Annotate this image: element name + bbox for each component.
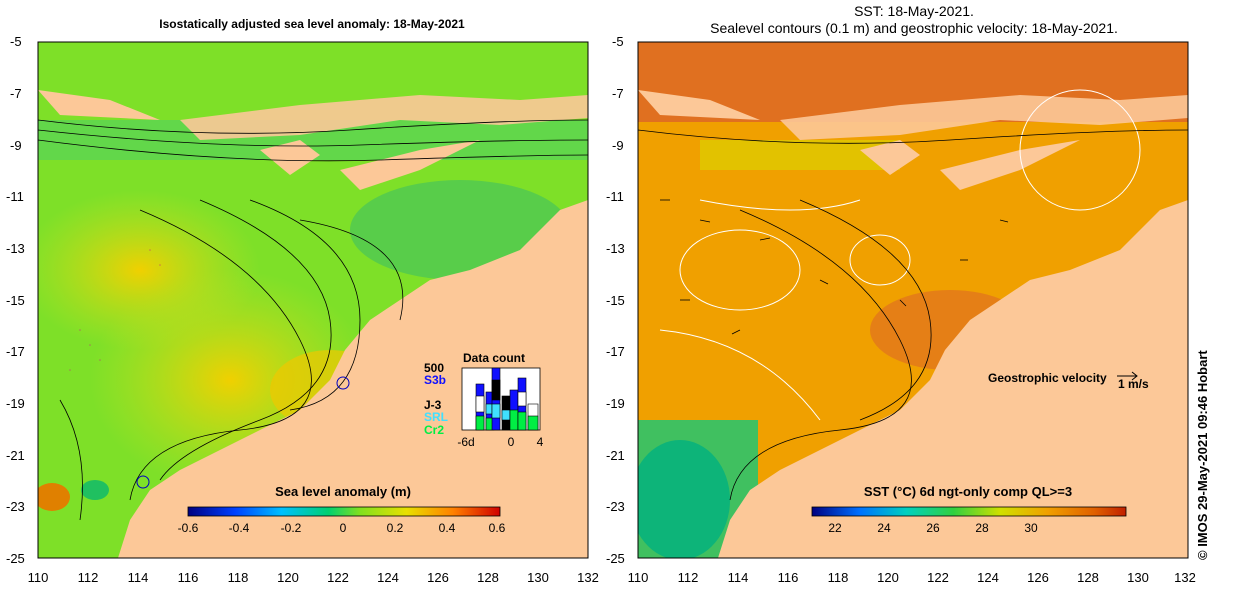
velocity-legend-scale: 1 m/s bbox=[1118, 377, 1149, 391]
sst-tick: 30 bbox=[1024, 521, 1038, 535]
y-tick-label: -15 bbox=[6, 293, 25, 308]
x-tick-label: 116 bbox=[778, 570, 799, 585]
left-y-axis: -5 -7 -9 -11 -13 -15 -17 -19 -21 -23 -25 bbox=[6, 34, 25, 566]
x-tick-label: 128 bbox=[477, 570, 499, 585]
x-tick-label: 120 bbox=[277, 570, 299, 585]
data-count-max: 500 bbox=[424, 361, 444, 375]
data-count-xtick: 4 bbox=[537, 435, 544, 449]
x-tick-label: 122 bbox=[927, 570, 949, 585]
y-tick-label: -21 bbox=[6, 448, 25, 463]
x-tick-label: 132 bbox=[577, 570, 599, 585]
y-tick-label: -17 bbox=[6, 344, 25, 359]
y-tick-label: -5 bbox=[10, 34, 22, 49]
y-tick-label: -25 bbox=[606, 551, 625, 566]
sla-tick: 0.4 bbox=[439, 521, 456, 535]
y-tick-label: -13 bbox=[6, 241, 25, 256]
sla-tick: 0.6 bbox=[489, 521, 506, 535]
x-tick-label: 126 bbox=[427, 570, 449, 585]
y-tick-label: -19 bbox=[6, 396, 25, 411]
y-tick-label: -19 bbox=[606, 396, 625, 411]
x-tick-label: 130 bbox=[1127, 570, 1149, 585]
x-tick-label: 128 bbox=[1077, 570, 1099, 585]
x-tick-label: 114 bbox=[728, 570, 749, 585]
sst-colorbar-title: SST (°C) 6d ngt-only comp QL>=3 bbox=[864, 484, 1072, 499]
sla-tick: -0.2 bbox=[281, 521, 302, 535]
data-count-inset: Data count 500 S3b J-3 SRL Cr2 bbox=[424, 351, 544, 449]
x-tick-label: 130 bbox=[527, 570, 549, 585]
x-tick-label: 120 bbox=[877, 570, 899, 585]
sla-tick: -0.6 bbox=[178, 521, 199, 535]
x-tick-label: 112 bbox=[78, 570, 99, 585]
y-tick-label: -23 bbox=[6, 499, 25, 514]
left-panel-title: Isostatically adjusted sea level anomaly… bbox=[159, 17, 465, 31]
y-tick-label: -21 bbox=[606, 448, 625, 463]
y-tick-label: -15 bbox=[606, 293, 625, 308]
y-tick-label: -23 bbox=[606, 499, 625, 514]
y-tick-label: -11 bbox=[606, 189, 624, 204]
x-tick-label: 132 bbox=[1174, 570, 1196, 585]
velocity-arrow-icon bbox=[1117, 371, 1138, 381]
sla-tick: 0 bbox=[340, 521, 347, 535]
sst-colorbar: SST (°C) 6d ngt-only comp QL>=3 22 24 26… bbox=[811, 484, 1127, 535]
x-tick-label: 124 bbox=[377, 570, 399, 585]
mission-srl: SRL bbox=[424, 410, 448, 424]
sla-colorbar: Sea level anomaly (m) -0.6 -0.4 -0.2 0 0… bbox=[178, 484, 506, 535]
sla-colorbar-title: Sea level anomaly (m) bbox=[275, 484, 411, 499]
y-tick-label: -11 bbox=[6, 189, 24, 204]
y-tick-label: -17 bbox=[606, 344, 625, 359]
sla-tick: 0.2 bbox=[387, 521, 404, 535]
x-tick-label: 124 bbox=[977, 570, 999, 585]
mission-j3: J-3 bbox=[424, 398, 442, 412]
y-tick-label: -13 bbox=[606, 241, 625, 256]
y-tick-label: -25 bbox=[6, 551, 25, 566]
right-title-line1: SST: 18-May-2021. bbox=[854, 3, 974, 19]
x-tick-label: 126 bbox=[1027, 570, 1049, 585]
y-tick-label: -9 bbox=[612, 138, 624, 153]
x-tick-label: 110 bbox=[28, 570, 49, 585]
x-tick-label: 112 bbox=[678, 570, 699, 585]
y-tick-label: -7 bbox=[612, 86, 624, 101]
data-count-xtick: 0 bbox=[508, 435, 515, 449]
imos-credit: © IMOS 29-May-2021 09:46 Hobart bbox=[1195, 350, 1210, 560]
left-x-axis: 110 112 114 116 118 120 122 124 126 128 … bbox=[28, 570, 599, 585]
mission-s3b: S3b bbox=[424, 373, 446, 387]
x-tick-label: 118 bbox=[828, 570, 849, 585]
x-tick-label: 122 bbox=[327, 570, 349, 585]
right-x-axis: 110 112 114 116 118 120 122 124 126 128 … bbox=[628, 570, 1196, 585]
right-y-axis: -5 -7 -9 -11 -13 -15 -17 -19 -21 -23 -25 bbox=[606, 34, 625, 566]
x-tick-label: 110 bbox=[628, 570, 649, 585]
data-count-xtick: -6d bbox=[457, 435, 474, 449]
right-title-line2: Sealevel contours (0.1 m) and geostrophi… bbox=[710, 20, 1118, 36]
sla-tick: -0.4 bbox=[229, 521, 250, 535]
mission-cr2: Cr2 bbox=[424, 423, 444, 437]
velocity-legend-label: Geostrophic velocity bbox=[988, 371, 1107, 385]
y-tick-label: -5 bbox=[612, 34, 624, 49]
x-tick-label: 116 bbox=[178, 570, 199, 585]
sst-tick: 26 bbox=[926, 521, 940, 535]
sst-tick: 24 bbox=[877, 521, 891, 535]
x-tick-label: 114 bbox=[128, 570, 149, 585]
x-tick-label: 118 bbox=[228, 570, 249, 585]
velocity-legend: Geostrophic velocity 1 m/s bbox=[988, 371, 1149, 391]
sst-tick: 28 bbox=[975, 521, 989, 535]
right-panel-title: SST: 18-May-2021. Sealevel contours (0.1… bbox=[640, 3, 1188, 37]
sst-tick: 22 bbox=[828, 521, 842, 535]
y-tick-label: -7 bbox=[10, 86, 22, 101]
data-count-title: Data count bbox=[463, 351, 525, 365]
y-tick-label: -9 bbox=[10, 138, 22, 153]
